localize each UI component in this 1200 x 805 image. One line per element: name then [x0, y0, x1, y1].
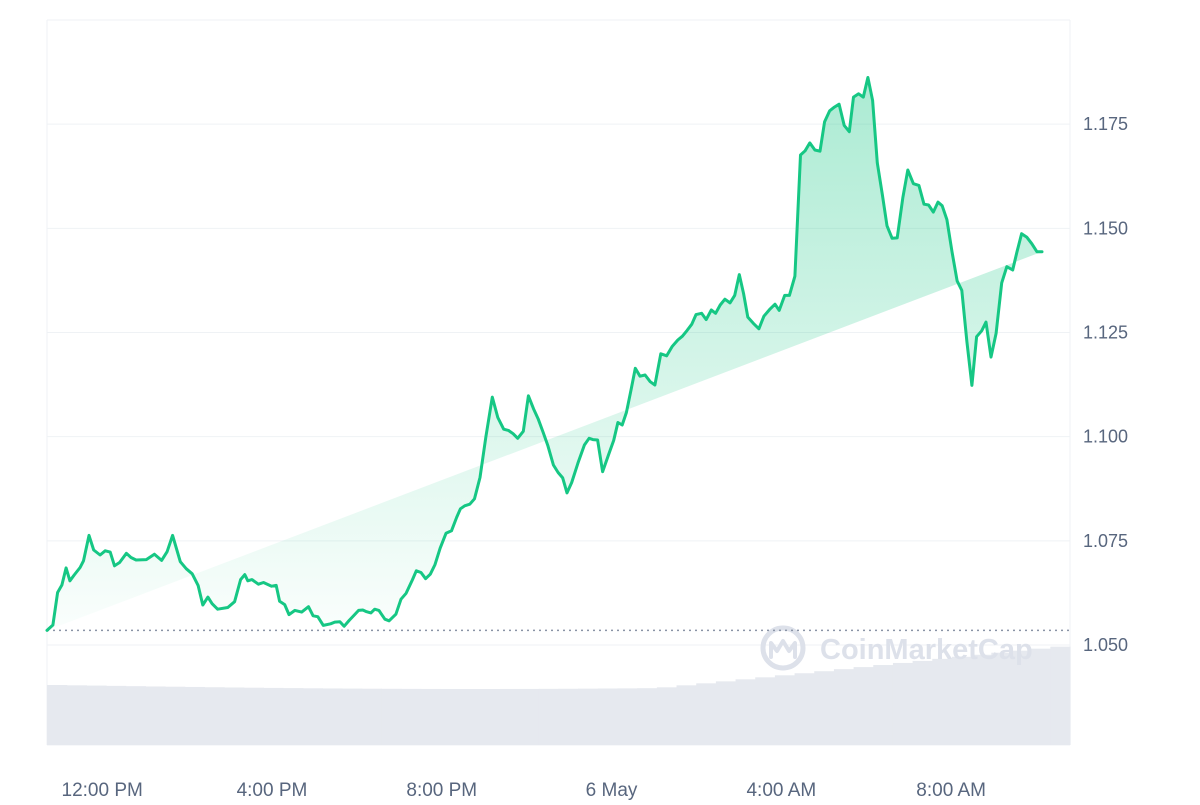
- x-tick-label: 8:00 AM: [916, 780, 986, 800]
- volume-bar: [381, 688, 402, 745]
- volume-bar: [499, 688, 520, 745]
- volume-bar: [420, 688, 442, 745]
- volume-bar: [597, 688, 619, 745]
- volume-bar: [833, 669, 855, 745]
- volume-bar: [991, 652, 1012, 745]
- volume-bar: [1050, 646, 1071, 745]
- volume-bar: [243, 687, 265, 745]
- volume-bar: [204, 687, 225, 745]
- volume-bar: [519, 688, 540, 745]
- volume-bar: [263, 687, 284, 745]
- price-line[interactable]: [45, 76, 1044, 632]
- coinmarketcap-logo-icon: [760, 625, 806, 671]
- volume-bar: [814, 671, 835, 745]
- volume-bar: [184, 686, 205, 745]
- x-axis: 12:00 PM 4:00 PM 8:00 PM 6 May 4:00 AM 8:00 A…: [62, 780, 986, 801]
- volume-bar: [361, 688, 383, 745]
- volume-bar: [106, 685, 127, 745]
- volume-bars: [47, 646, 1071, 745]
- y-tick-label: 1.075: [1083, 531, 1128, 551]
- price-area-fill: [47, 77, 1042, 631]
- volume-bar: [538, 688, 560, 745]
- volume-bar: [1010, 650, 1032, 745]
- watermark: CoinMarketCap: [760, 625, 1033, 671]
- volume-bar: [735, 679, 756, 745]
- volume-bar: [86, 685, 107, 745]
- volume-bar: [755, 677, 776, 745]
- volume-bar: [853, 667, 874, 745]
- volume-bar: [637, 688, 658, 745]
- y-tick-label: 1.175: [1083, 114, 1128, 134]
- volume-bar: [971, 654, 992, 745]
- volume-bar: [873, 665, 894, 745]
- volume-bar: [696, 683, 717, 745]
- volume-bar: [302, 688, 324, 745]
- volume-bar: [342, 688, 363, 745]
- x-tick-label: 4:00 PM: [237, 780, 308, 800]
- volume-bar: [165, 686, 186, 745]
- volume-bar: [224, 687, 245, 745]
- y-tick-label: 1.150: [1083, 218, 1128, 238]
- volume-bar: [401, 688, 422, 745]
- volume-bar: [66, 685, 87, 745]
- volume-bar: [794, 673, 815, 745]
- volume-bar: [951, 656, 973, 745]
- volume-bar: [479, 688, 501, 745]
- volume-bar: [617, 688, 638, 745]
- x-tick-label: 4:00 AM: [746, 780, 816, 800]
- watermark-text: CoinMarketCap: [820, 634, 1033, 666]
- volume-bar: [283, 688, 304, 745]
- volume-bar: [322, 688, 343, 745]
- x-tick-label: 8:00 PM: [406, 780, 477, 800]
- y-tick-label: 1.100: [1083, 427, 1128, 447]
- volume-bar: [932, 658, 953, 745]
- volume-bar: [676, 685, 697, 745]
- volume-bar: [912, 660, 933, 745]
- y-tick-label: 1.050: [1083, 635, 1128, 655]
- volume-bar: [578, 688, 599, 745]
- volume-bar: [47, 685, 68, 745]
- volume-bar: [558, 688, 579, 745]
- volume-bar: [715, 681, 737, 745]
- volume-bar: [125, 686, 146, 745]
- volume-bar: [774, 675, 796, 745]
- volume-bar: [892, 662, 914, 745]
- x-tick-label: 6 May: [586, 780, 638, 800]
- volume-bar: [1030, 648, 1051, 745]
- y-tick-label: 1.125: [1083, 323, 1128, 343]
- volume-bar: [145, 686, 166, 745]
- x-tick-label: 12:00 PM: [62, 780, 143, 800]
- y-axis: 1.050 1.075 1.100 1.125 1.150 1.175: [1083, 114, 1128, 655]
- volume-bar: [440, 688, 461, 745]
- volume-bar: [460, 688, 481, 745]
- volume-bar: [656, 687, 678, 745]
